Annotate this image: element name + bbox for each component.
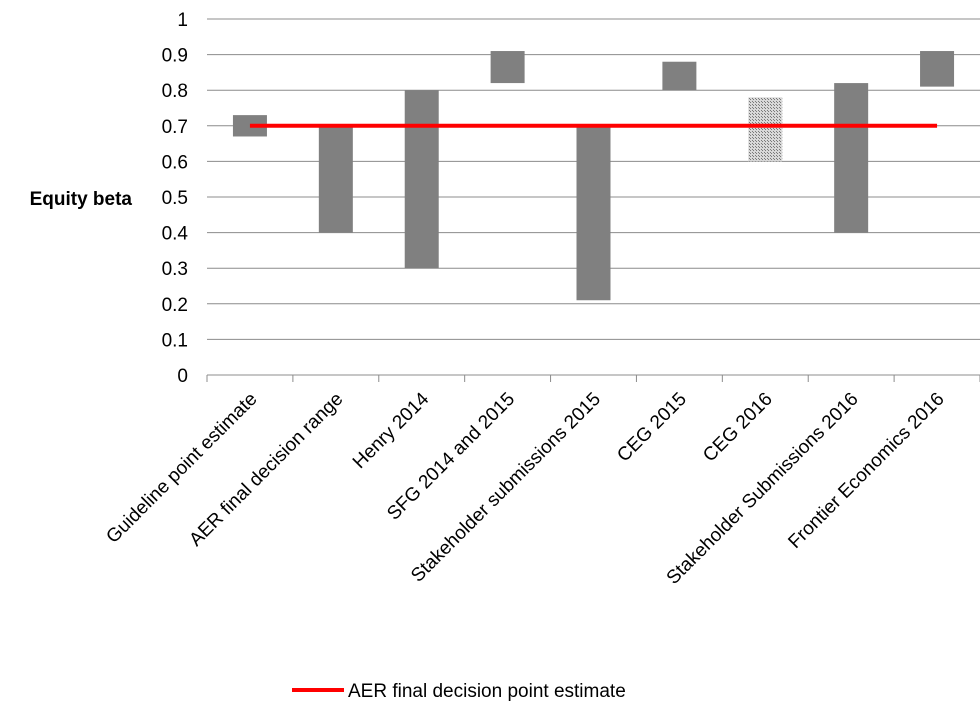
x-category-label: CEG 2015 xyxy=(613,389,691,467)
y-tick-label: 0.9 xyxy=(162,46,188,67)
x-axis xyxy=(206,374,980,382)
y-tick-label: 0.3 xyxy=(162,259,188,280)
y-tick-label: 0.1 xyxy=(162,330,188,351)
range-bar xyxy=(490,51,525,84)
x-category-label: Stakeholder submissions 2015 xyxy=(407,389,605,587)
x-category-label: Frontier Economics 2016 xyxy=(784,389,948,553)
range-bar xyxy=(834,83,869,233)
y-tick-label: 0 xyxy=(177,366,188,387)
y-tick-label: 0.2 xyxy=(162,295,188,316)
y-tick-label: 0.4 xyxy=(162,224,189,245)
x-category-label: AER final decision range xyxy=(185,389,347,551)
range-bar xyxy=(662,61,697,91)
y-tick-label: 0.5 xyxy=(162,188,188,209)
range-bar xyxy=(748,97,783,162)
y-axis-tick-labels: 0 0.1 0.2 0.3 0.4 0.5 0.6 0.7 0.8 0.9 1 xyxy=(162,10,189,387)
x-category-label: CEG 2016 xyxy=(699,389,777,467)
y-tick-label: 0.8 xyxy=(162,81,188,102)
y-tick-label: 0.7 xyxy=(162,117,188,138)
range-bar xyxy=(404,90,439,269)
range-bar xyxy=(318,125,353,233)
range-bar xyxy=(920,51,955,87)
x-category-label: Guideline point estimate xyxy=(102,389,261,548)
y-tick-label: 0.6 xyxy=(162,152,188,173)
x-category-label: Henry 2014 xyxy=(349,388,434,473)
y-tick-label: 1 xyxy=(177,10,188,31)
legend-label: AER final decision point estimate xyxy=(348,681,626,702)
y-axis-label: Equity beta xyxy=(30,189,133,210)
range-bar xyxy=(576,125,611,301)
range-bars xyxy=(232,51,955,301)
legend: AER final decision point estimate xyxy=(292,681,626,702)
